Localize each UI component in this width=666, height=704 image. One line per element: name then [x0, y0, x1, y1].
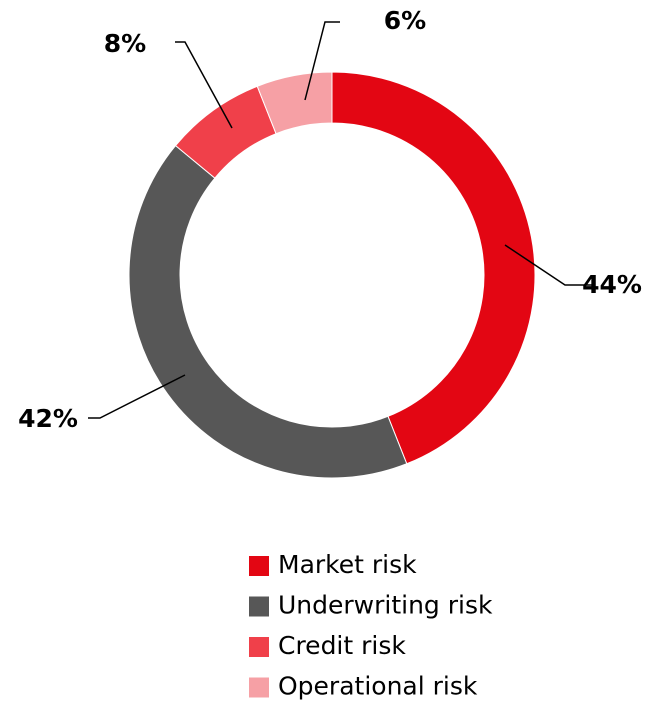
data-label: 42%	[18, 404, 78, 433]
legend-swatch	[249, 677, 269, 698]
leader-line	[88, 374, 186, 419]
legend-swatch	[249, 637, 269, 657]
data-label: 8%	[104, 29, 146, 58]
legend-label: Credit risk	[278, 631, 406, 660]
legend-swatch	[249, 596, 269, 617]
data-label: 44%	[582, 270, 642, 299]
donut-segment	[256, 71, 333, 135]
legend-label: Operational risk	[278, 672, 478, 701]
donut-segment	[331, 71, 536, 465]
data-label: 6%	[384, 6, 426, 35]
legend-label: Market risk	[278, 550, 417, 579]
donut-segment	[128, 144, 408, 479]
legend-swatch	[249, 556, 269, 576]
leader-line	[504, 244, 592, 286]
leader-line	[175, 41, 233, 129]
leader-line	[304, 21, 340, 101]
legend-label: Underwriting risk	[278, 591, 493, 620]
